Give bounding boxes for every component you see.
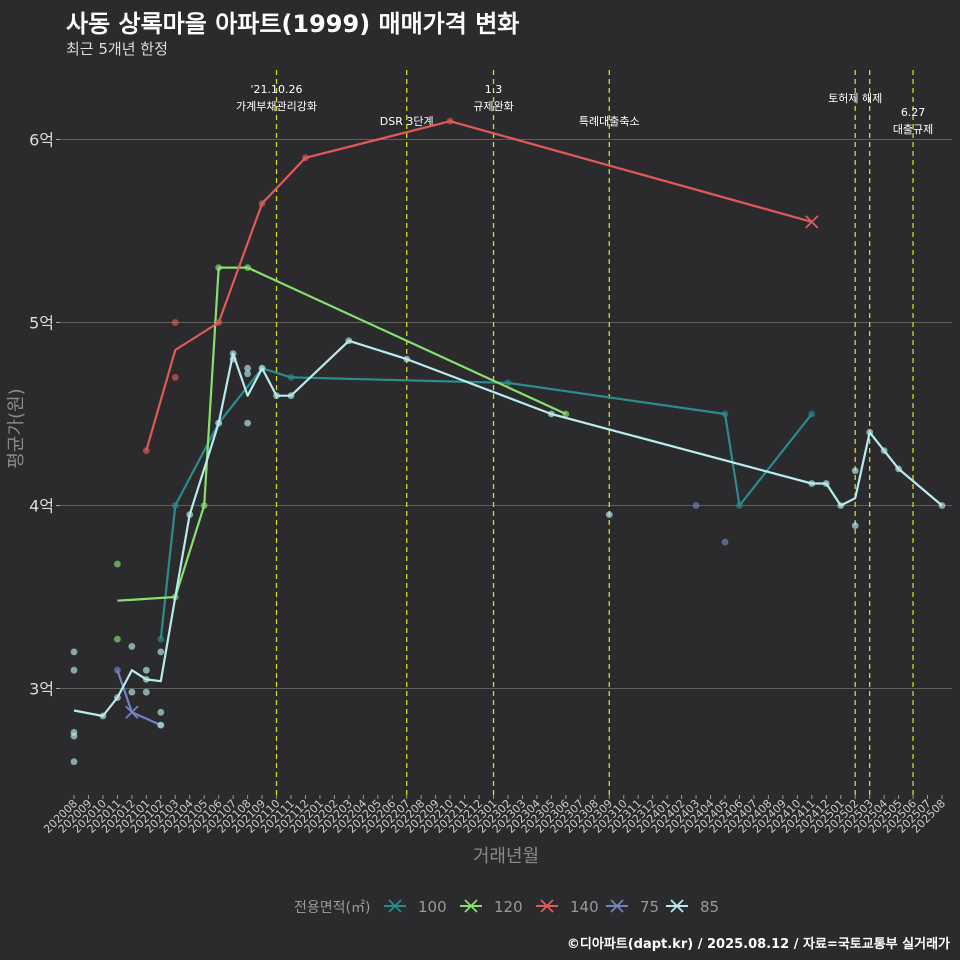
event-annotation: DSR 3단계 xyxy=(380,115,434,128)
legend-key-icon xyxy=(388,899,402,913)
legend-label: 85 xyxy=(700,898,719,916)
cross-stroke xyxy=(670,899,684,913)
data-point xyxy=(605,511,613,519)
data-point xyxy=(692,502,700,509)
data-point xyxy=(721,538,729,546)
data-point xyxy=(244,370,252,378)
event-annotation: '21.10.26 xyxy=(251,83,303,96)
data-point xyxy=(157,708,165,716)
event-annotation: 6.27 xyxy=(901,106,926,119)
y-tick-label: 3억 xyxy=(29,680,54,699)
y-tick-label: 4억 xyxy=(29,497,54,516)
y-tick-label: 5억 xyxy=(29,314,54,333)
data-point xyxy=(142,688,150,696)
series-75 xyxy=(114,502,729,729)
data-point xyxy=(128,643,136,650)
data-point xyxy=(70,666,78,674)
series-line xyxy=(117,266,567,602)
chart-subtitle: 최근 5개년 한정 xyxy=(66,40,168,58)
series-line xyxy=(145,120,813,451)
cross-stroke xyxy=(125,705,139,719)
legend-item-140: 140 xyxy=(536,898,599,916)
cross-stroke xyxy=(540,899,554,913)
data-point xyxy=(114,560,121,568)
event-annotation: 규제완화 xyxy=(473,100,513,113)
chart-title: 사동 상록마을 아파트(1999) 매매가격 변화 xyxy=(66,10,520,38)
data-point xyxy=(70,732,78,740)
x-axis-title: 거래년월 xyxy=(473,846,539,867)
event-annotation: 1.3 xyxy=(485,83,503,96)
legend: 전용면적(㎡) 100 120 140 75 85 xyxy=(294,898,719,916)
legend-title: 전용면적(㎡) xyxy=(294,900,370,916)
event-annotation: 특례대출축소 xyxy=(579,115,640,128)
legend-label: 100 xyxy=(418,898,447,916)
series-85 xyxy=(70,337,946,766)
cross-stroke xyxy=(388,899,402,913)
cross-stroke xyxy=(805,215,819,229)
y-tick-label: 6억 xyxy=(29,131,54,150)
legend-key-icon xyxy=(610,899,624,913)
cross-point xyxy=(805,215,819,229)
data-point xyxy=(128,688,136,696)
legend-key-icon xyxy=(540,899,554,913)
data-point xyxy=(244,419,252,427)
data-point xyxy=(114,635,121,643)
cross-stroke xyxy=(464,899,478,913)
legend-label: 120 xyxy=(494,898,523,916)
series-140 xyxy=(142,117,819,454)
legend-item-85: 85 xyxy=(666,898,719,916)
data-point xyxy=(70,648,78,656)
event-annotation: 대출규제 xyxy=(893,123,933,136)
data-point xyxy=(171,374,179,381)
data-point xyxy=(851,522,859,530)
series-line xyxy=(73,339,943,718)
source-caption: ©디아파트(dapt.kr) / 2025.08.12 / 자료=국토교통부 실… xyxy=(566,937,950,952)
event-annotation: 토허제 해제 xyxy=(828,91,882,105)
legend-item-100: 100 xyxy=(384,898,447,916)
cross-stroke xyxy=(610,899,624,913)
data-point xyxy=(157,721,165,729)
event-annotation: 가계부채관리강화 xyxy=(236,100,317,113)
legend-label: 75 xyxy=(640,898,659,916)
cross-point xyxy=(125,705,139,719)
data-point xyxy=(157,648,165,656)
legend-key-icon xyxy=(670,899,684,913)
legend-label: 140 xyxy=(570,898,599,916)
data-point xyxy=(851,467,859,475)
data-point xyxy=(70,758,78,766)
y-axis-title: 평균가(원) xyxy=(6,388,27,468)
series-line xyxy=(159,367,813,640)
legend-item-75: 75 xyxy=(606,898,659,916)
legend-item-120: 120 xyxy=(460,898,523,916)
data-point xyxy=(142,666,150,674)
data-point xyxy=(171,319,179,326)
series-120 xyxy=(114,264,570,643)
plot-panel xyxy=(60,62,952,795)
data-point xyxy=(244,364,252,372)
legend-key-icon xyxy=(464,899,478,913)
